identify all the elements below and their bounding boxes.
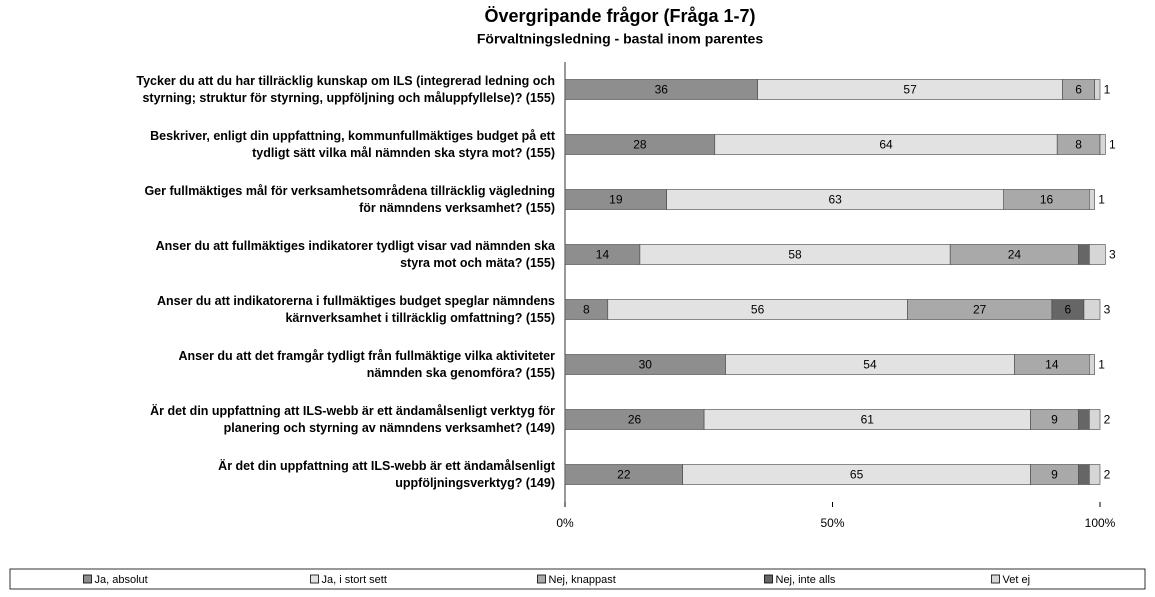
- category-label: Är det din uppfattning att ILS-webb är e…: [150, 403, 555, 435]
- bar-segment: [1078, 409, 1090, 430]
- bar-segment: [1078, 464, 1090, 485]
- bar-segment: [1089, 409, 1101, 430]
- data-label: 16: [1040, 193, 1054, 207]
- data-label: 6: [1075, 83, 1082, 97]
- bar-segment: [1089, 189, 1095, 210]
- data-label: 14: [1045, 358, 1059, 372]
- data-label: 1: [1109, 138, 1116, 152]
- data-label: 30: [639, 358, 653, 372]
- data-label: 9: [1051, 413, 1058, 427]
- legend-swatch: [537, 574, 546, 584]
- legend-box: [9, 568, 1146, 590]
- data-label: 63: [828, 193, 842, 207]
- data-label: 36: [655, 83, 669, 97]
- legend-swatch: [764, 574, 773, 584]
- data-label: 2: [1104, 468, 1111, 482]
- legend-label: Ja, i stort sett: [322, 574, 387, 586]
- x-tick-label: 100%: [1085, 516, 1116, 530]
- legend-label: Nej, inte alls: [776, 574, 836, 586]
- data-label: 57: [903, 83, 917, 97]
- category-label: Anser du att indikatorerna i fullmäktige…: [157, 293, 555, 325]
- data-label: 27: [973, 303, 987, 317]
- data-label: 65: [850, 468, 864, 482]
- data-label: 19: [609, 193, 623, 207]
- category-label: Anser du att det framgår tydligt från fu…: [178, 348, 555, 380]
- category-label: Anser du att fullmäktiges indikatorer ty…: [155, 238, 555, 270]
- bar-segment: [1078, 244, 1090, 265]
- data-label: 56: [751, 303, 765, 317]
- x-tick-label: 50%: [820, 516, 844, 530]
- data-label: 8: [1075, 138, 1082, 152]
- data-label: 28: [633, 138, 647, 152]
- legend-swatch: [991, 574, 1000, 584]
- data-label: 24: [1008, 248, 1022, 262]
- data-label: 61: [861, 413, 875, 427]
- data-label: 1: [1098, 358, 1105, 372]
- category-label: Är det din uppfattning att ILS-webb är e…: [218, 458, 555, 490]
- data-label: 64: [879, 138, 893, 152]
- legend-label: Nej, knappast: [549, 574, 616, 586]
- data-label: 26: [628, 413, 642, 427]
- bar-segment: [1089, 354, 1095, 375]
- data-label: 54: [863, 358, 877, 372]
- bar-segment: [1089, 464, 1101, 485]
- data-label: 1: [1104, 83, 1111, 97]
- category-label: Beskriver, enligt din uppfattning, kommu…: [150, 128, 555, 160]
- bar-segment: [1099, 134, 1106, 155]
- legend-swatch: [310, 574, 319, 584]
- data-label: 2: [1104, 413, 1111, 427]
- data-label: 6: [1065, 303, 1072, 317]
- category-label: Ger fullmäktiges mål för verksamhetsområ…: [144, 183, 555, 215]
- data-label: 3: [1104, 303, 1111, 317]
- chart-subtitle: Förvaltningsledning - bastal inom parent…: [477, 31, 763, 47]
- bar-segment: [1083, 299, 1101, 320]
- data-label: 58: [788, 248, 802, 262]
- legend-label: Ja, absolut: [95, 574, 148, 586]
- data-label: 22: [617, 468, 631, 482]
- data-label: 1: [1098, 193, 1105, 207]
- chart-title: Övergripande frågor (Fråga 1-7): [484, 6, 755, 26]
- data-label: 8: [583, 303, 590, 317]
- data-label: 14: [596, 248, 610, 262]
- legend-swatch: [83, 574, 92, 584]
- x-tick-label: 0%: [556, 516, 574, 530]
- bar-segment: [1094, 79, 1101, 100]
- data-label: 9: [1051, 468, 1058, 482]
- data-label: 3: [1109, 248, 1116, 262]
- category-label: Tycker du att du har tillräcklig kunskap…: [136, 73, 555, 105]
- legend-label: Vet ej: [1003, 574, 1031, 586]
- bar-segment: [1089, 244, 1106, 265]
